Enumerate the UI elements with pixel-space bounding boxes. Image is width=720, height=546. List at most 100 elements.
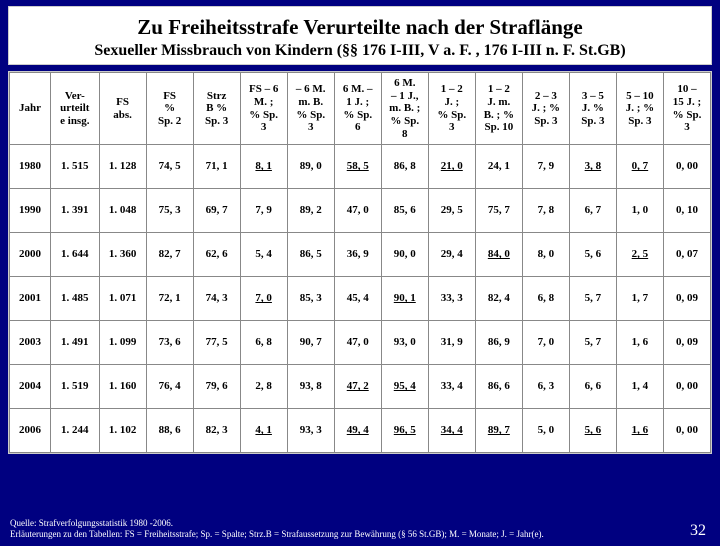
table-cell: 84, 0: [475, 233, 522, 277]
title-main: Zu Freiheitsstrafe Verurteilte nach der …: [19, 15, 701, 40]
col-header: FS – 6M. ;% Sp.3: [240, 73, 287, 145]
table-cell: 89, 2: [287, 189, 334, 233]
table-cell: 0, 7: [616, 145, 663, 189]
table-row: 19901. 3911. 04875, 369, 77, 989, 247, 0…: [10, 189, 711, 233]
table-cell: 85, 6: [381, 189, 428, 233]
page-number: 32: [690, 521, 706, 540]
table-cell: 90, 7: [287, 321, 334, 365]
table-body: 19801. 5151. 12874, 571, 18, 189, 058, 5…: [10, 145, 711, 453]
table-cell: 58, 5: [334, 145, 381, 189]
table-cell: 6, 8: [240, 321, 287, 365]
table-cell: 82, 4: [475, 277, 522, 321]
table-cell: 7, 0: [522, 321, 569, 365]
table-cell: 82, 3: [193, 409, 240, 453]
table-cell: 85, 3: [287, 277, 334, 321]
table-cell: 86, 8: [381, 145, 428, 189]
table-cell: 5, 7: [569, 321, 616, 365]
table-cell: 1. 099: [99, 321, 146, 365]
table-cell: 1. 160: [99, 365, 146, 409]
table-cell: 1. 491: [51, 321, 100, 365]
table-cell: 0, 00: [663, 365, 710, 409]
col-header: StrzB %Sp. 3: [193, 73, 240, 145]
table-cell: 76, 4: [146, 365, 193, 409]
col-header: 5 – 10J. ; %Sp. 3: [616, 73, 663, 145]
table-cell: 1980: [10, 145, 51, 189]
table-cell: 2, 8: [240, 365, 287, 409]
table-cell: 0, 00: [663, 145, 710, 189]
table-cell: 86, 5: [287, 233, 334, 277]
table-row: 19801. 5151. 12874, 571, 18, 189, 058, 5…: [10, 145, 711, 189]
table-row: 20031. 4911. 09973, 677, 56, 890, 747, 0…: [10, 321, 711, 365]
col-header: FS%Sp. 2: [146, 73, 193, 145]
data-table: JahrVer-urteilte insg.FSabs.FS%Sp. 2Strz…: [9, 72, 711, 453]
table-cell: 89, 7: [475, 409, 522, 453]
table-cell: 5, 0: [522, 409, 569, 453]
table-cell: 1. 391: [51, 189, 100, 233]
header-row: JahrVer-urteilte insg.FSabs.FS%Sp. 2Strz…: [10, 73, 711, 145]
footer: Quelle: Strafverfolgungsstatistik 1980 -…: [10, 518, 710, 540]
col-header: 3 – 5J. %Sp. 3: [569, 73, 616, 145]
table-cell: 6, 6: [569, 365, 616, 409]
table-cell: 8, 0: [522, 233, 569, 277]
table-cell: 75, 7: [475, 189, 522, 233]
footer-source: Quelle: Strafverfolgungsstatistik 1980 -…: [10, 518, 710, 529]
col-header: Jahr: [10, 73, 51, 145]
title-box: Zu Freiheitsstrafe Verurteilte nach der …: [8, 6, 712, 65]
table-cell: 82, 7: [146, 233, 193, 277]
table-cell: 2, 5: [616, 233, 663, 277]
table-cell: 93, 8: [287, 365, 334, 409]
table-cell: 1. 048: [99, 189, 146, 233]
table-cell: 31, 9: [428, 321, 475, 365]
table-cell: 5, 6: [569, 233, 616, 277]
table-cell: 96, 5: [381, 409, 428, 453]
col-header: – 6 M.m. B.% Sp.3: [287, 73, 334, 145]
table-cell: 1. 519: [51, 365, 100, 409]
table-cell: 29, 4: [428, 233, 475, 277]
table-cell: 47, 0: [334, 189, 381, 233]
table-cell: 34, 4: [428, 409, 475, 453]
table-cell: 1. 515: [51, 145, 100, 189]
table-cell: 6, 3: [522, 365, 569, 409]
table-cell: 95, 4: [381, 365, 428, 409]
table-cell: 75, 3: [146, 189, 193, 233]
table-cell: 86, 6: [475, 365, 522, 409]
table-cell: 90, 1: [381, 277, 428, 321]
table-cell: 49, 4: [334, 409, 381, 453]
table-cell: 1, 0: [616, 189, 663, 233]
table-cell: 0, 09: [663, 321, 710, 365]
table-cell: 90, 0: [381, 233, 428, 277]
table-cell: 1. 071: [99, 277, 146, 321]
table-cell: 8, 1: [240, 145, 287, 189]
table-cell: 45, 4: [334, 277, 381, 321]
table-cell: 74, 3: [193, 277, 240, 321]
table-cell: 93, 3: [287, 409, 334, 453]
table-cell: 71, 1: [193, 145, 240, 189]
table-cell: 1, 6: [616, 409, 663, 453]
table-cell: 93, 0: [381, 321, 428, 365]
table-cell: 2000: [10, 233, 51, 277]
table-cell: 33, 3: [428, 277, 475, 321]
table-cell: 29, 5: [428, 189, 475, 233]
table-row: 20061. 2441. 10288, 682, 34, 193, 349, 4…: [10, 409, 711, 453]
col-header: 6 M. –1 J. ;% Sp.6: [334, 73, 381, 145]
table-cell: 1. 128: [99, 145, 146, 189]
table-cell: 7, 9: [522, 145, 569, 189]
table-cell: 0, 00: [663, 409, 710, 453]
table-container: JahrVer-urteilte insg.FSabs.FS%Sp. 2Strz…: [8, 71, 712, 454]
table-cell: 24, 1: [475, 145, 522, 189]
col-header: 2 – 3J. ; %Sp. 3: [522, 73, 569, 145]
table-cell: 5, 4: [240, 233, 287, 277]
table-cell: 1, 6: [616, 321, 663, 365]
table-cell: 0, 09: [663, 277, 710, 321]
table-cell: 88, 6: [146, 409, 193, 453]
col-header: 6 M.– 1 J.,m. B. ;% Sp.8: [381, 73, 428, 145]
table-cell: 74, 5: [146, 145, 193, 189]
table-cell: 62, 6: [193, 233, 240, 277]
col-header: 10 –15 J. ;% Sp.3: [663, 73, 710, 145]
table-cell: 4, 1: [240, 409, 287, 453]
table-cell: 2004: [10, 365, 51, 409]
table-cell: 7, 9: [240, 189, 287, 233]
footer-notes: Erläuterungen zu den Tabellen: FS = Frei…: [10, 529, 710, 540]
table-row: 20001. 6441. 36082, 762, 65, 486, 536, 9…: [10, 233, 711, 277]
col-header: 1 – 2J. ;% Sp.3: [428, 73, 475, 145]
